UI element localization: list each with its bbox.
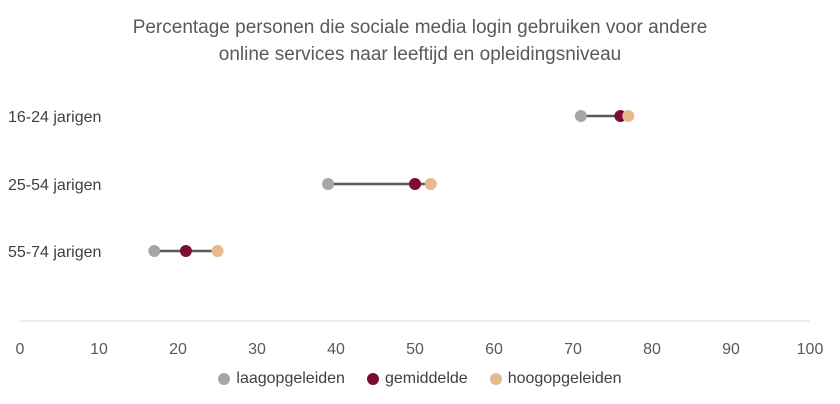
category-label: 25-54 jarigen <box>8 177 101 194</box>
chart-title-line-1: Percentage personen die sociale media lo… <box>132 17 708 38</box>
dumbbell-chart: 0 10 20 30 40 50 60 70 80 90 100 16-24 jarigen 25-54… <box>8 109 824 358</box>
chart-title-line-2: online services naar leeftijd en opleidi… <box>218 44 622 65</box>
legend-marker-gemiddelde <box>366 373 379 385</box>
point-gemiddelde <box>409 178 421 190</box>
point-hoogopgeleiden <box>211 245 224 257</box>
x-tick-label: 70 <box>564 341 582 358</box>
chart-legend: laagopgeleiden gemiddelde hoogopgeleiden <box>0 370 840 388</box>
legend-marker-hoogopgeleiden <box>489 373 502 385</box>
x-tick-label: 60 <box>485 341 503 358</box>
x-tick-label: 10 <box>90 341 108 358</box>
x-tick-label: 80 <box>643 341 661 358</box>
point-hoogopgeleiden <box>622 110 635 122</box>
point-laagopgeleiden <box>574 110 587 122</box>
point-gemiddelde <box>179 245 192 257</box>
x-tick-label: 50 <box>406 341 424 358</box>
x-tick-label: 20 <box>169 341 187 358</box>
legend-label-hoogopgeleiden: hoogopgeleiden <box>507 370 622 387</box>
legend-label-gemiddelde: gemiddelde <box>384 370 468 387</box>
chart-title: Percentage personen die sociale media lo… <box>0 14 840 68</box>
x-tick-label: 90 <box>722 341 740 358</box>
category-label: 16-24 jarigen <box>8 109 101 126</box>
point-hoogopgeleiden <box>424 178 437 190</box>
x-tick-label: 30 <box>248 341 266 358</box>
point-laagopgeleiden <box>322 178 335 190</box>
x-tick-label: 0 <box>16 341 25 358</box>
legend-item-gemiddelde: gemiddelde <box>366 370 468 388</box>
legend-marker-laagopgeleiden <box>218 373 231 385</box>
legend-label-laagopgeleiden: laagopgeleiden <box>236 370 345 387</box>
legend-item-laagopgeleiden: laagopgeleiden <box>218 370 345 388</box>
x-tick-label: 40 <box>327 341 345 358</box>
category-label: 55-74 jarigen <box>8 244 101 261</box>
point-laagopgeleiden <box>148 245 161 257</box>
legend-item-hoogopgeleiden: hoogopgeleiden <box>489 370 622 388</box>
x-tick-label: 100 <box>797 341 824 358</box>
